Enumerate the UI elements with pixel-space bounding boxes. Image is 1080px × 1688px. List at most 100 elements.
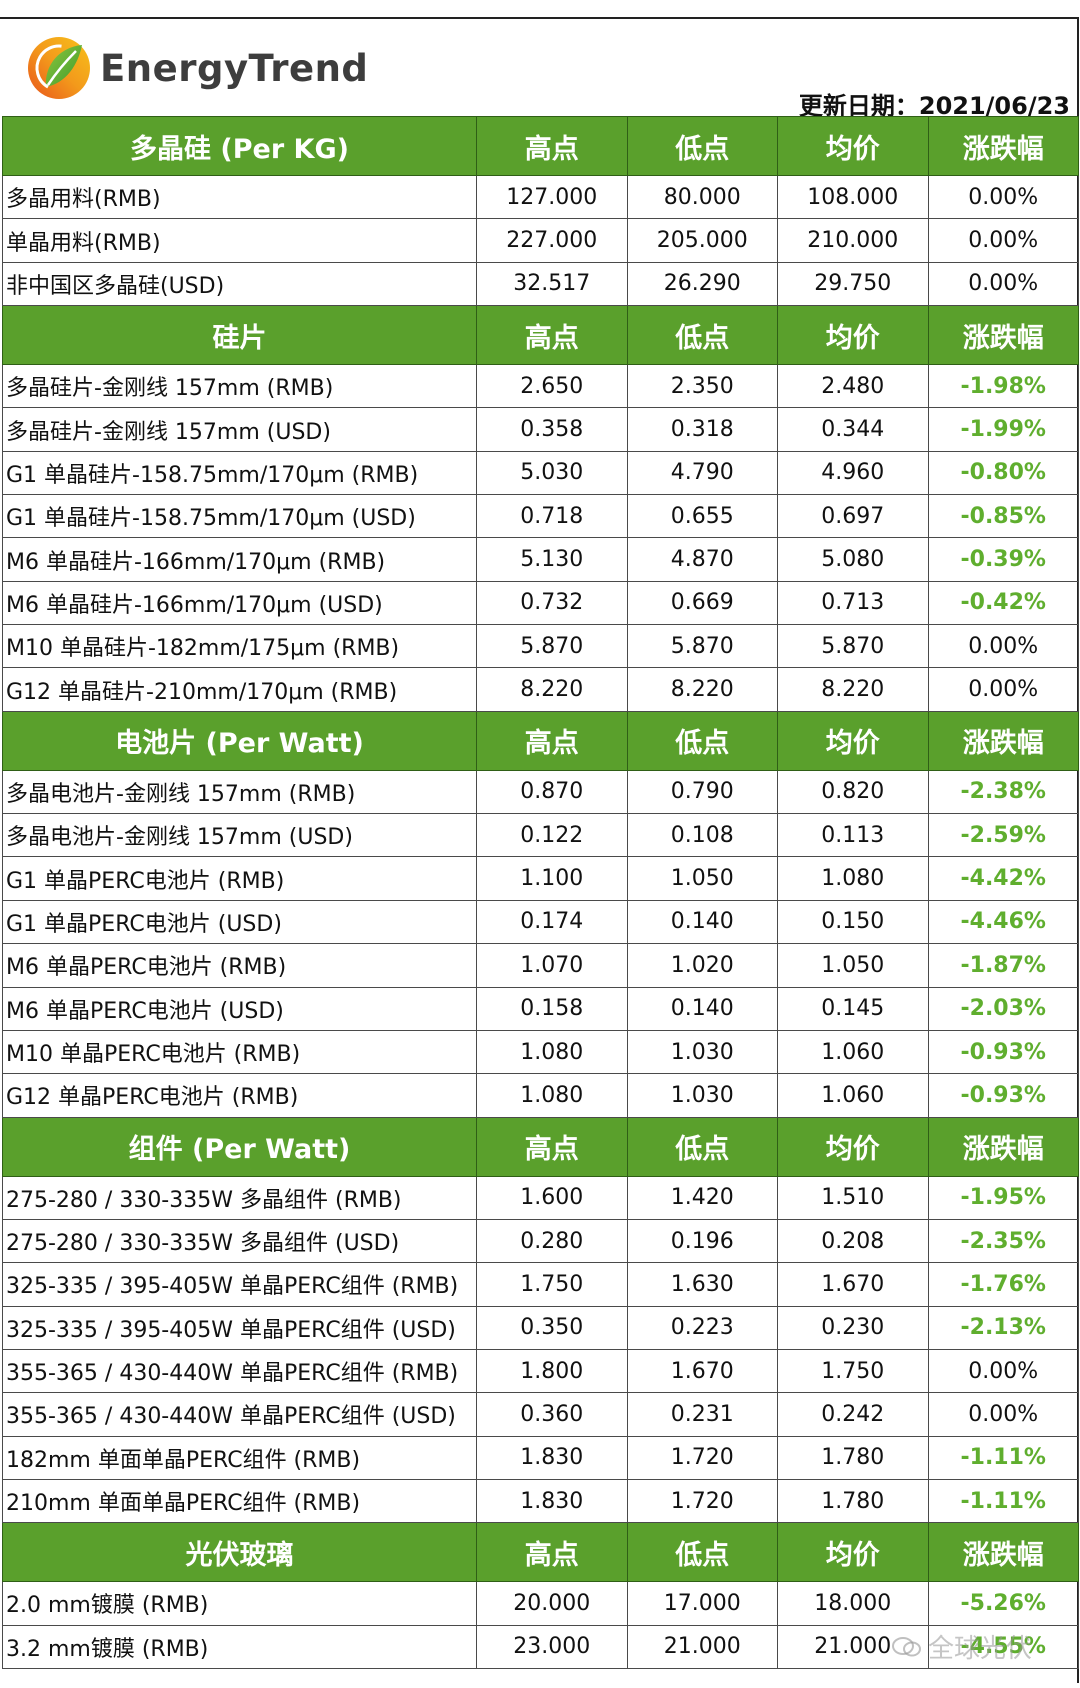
low-price-cell: 21.000 <box>626 1624 778 1669</box>
avg-price-cell: 21.000 <box>777 1624 929 1669</box>
change-cell: -0.93% <box>927 1073 1079 1118</box>
change-cell: -5.26% <box>927 1581 1079 1626</box>
avg-price-cell: 0.145 <box>777 986 929 1031</box>
section-header-row: 电池片 (Per Watt) 高点 低点 均价 涨跌幅 <box>2 710 1079 771</box>
column-header: 均价 <box>777 1522 929 1583</box>
product-name-cell: 355-365 / 430-440W 单晶PERC组件 (RMB) <box>2 1348 477 1394</box>
change-cell: 0.00% <box>927 174 1079 220</box>
section-title: 多晶硅 (Per KG) <box>2 116 477 176</box>
high-price-cell: 32.517 <box>476 261 628 307</box>
brand-name: EnergyTrend <box>100 46 369 90</box>
avg-price-cell: 5.080 <box>777 537 929 582</box>
product-name-cell: M10 单晶硅片-182mm/175μm (RMB) <box>2 624 477 669</box>
column-header: 涨跌幅 <box>927 710 1079 771</box>
table-row: G1 单晶硅片-158.75mm/170μm (RMB) 5.030 4.790 4.… <box>2 450 1079 496</box>
high-price-cell: 1.080 <box>476 1073 628 1118</box>
column-header: 均价 <box>777 116 929 176</box>
product-name-cell: M6 单晶硅片-166mm/170μm (RMB) <box>2 537 477 582</box>
avg-price-cell: 0.713 <box>777 580 929 626</box>
product-name-cell: 355-365 / 430-440W 单晶PERC组件 (USD) <box>2 1392 477 1437</box>
high-price-cell: 1.830 <box>476 1478 628 1524</box>
avg-price-cell: 29.750 <box>777 261 929 307</box>
high-price-cell: 0.718 <box>476 494 628 539</box>
section-title: 电池片 (Per Watt) <box>2 710 477 771</box>
high-price-cell: 8.220 <box>476 667 628 712</box>
high-price-cell: 0.280 <box>476 1218 628 1264</box>
column-header: 高点 <box>476 1522 628 1583</box>
avg-price-cell: 1.060 <box>777 1073 929 1118</box>
avg-price-cell: 1.780 <box>777 1478 929 1524</box>
change-cell: -1.87% <box>927 943 1079 988</box>
column-header: 均价 <box>777 710 929 771</box>
table-row: M6 单晶PERC电池片 (USD) 0.158 0.140 0.145 -2.03% <box>2 986 1079 1031</box>
avg-price-cell: 1.050 <box>777 943 929 988</box>
product-name-cell: G12 单晶硅片-210mm/170μm (RMB) <box>2 667 477 712</box>
avg-price-cell: 5.870 <box>777 624 929 669</box>
high-price-cell: 5.870 <box>476 624 628 669</box>
change-cell: -0.39% <box>927 537 1079 582</box>
avg-price-cell: 1.670 <box>777 1262 929 1307</box>
high-price-cell: 20.000 <box>476 1581 628 1626</box>
high-price-cell: 1.100 <box>476 856 628 901</box>
change-cell: -0.85% <box>927 494 1079 539</box>
high-price-cell: 1.600 <box>476 1175 628 1220</box>
change-cell: -4.55% <box>927 1624 1079 1669</box>
product-name-cell: 单晶用料(RMB) <box>2 218 477 263</box>
high-price-cell: 0.360 <box>476 1392 628 1437</box>
low-price-cell: 0.140 <box>626 986 778 1031</box>
product-name-cell: 多晶硅片-金刚线 157mm (RMB) <box>2 364 477 409</box>
table-row: 210mm 单面单晶PERC组件 (RMB) 1.830 1.720 1.780 -1.… <box>2 1478 1079 1524</box>
column-header: 涨跌幅 <box>927 1116 1079 1177</box>
change-cell: -2.35% <box>927 1218 1079 1264</box>
update-date: 更新日期：2021/06/23 <box>798 92 1070 120</box>
table-row: 多晶硅片-金刚线 157mm (USD) 0.358 0.318 0.344 -1.99… <box>2 407 1079 452</box>
product-name-cell: 325-335 / 395-405W 单晶PERC组件 (RMB) <box>2 1262 477 1307</box>
change-cell: -1.76% <box>927 1262 1079 1307</box>
low-price-cell: 1.020 <box>626 943 778 988</box>
product-name-cell: G12 单晶PERC电池片 (RMB) <box>2 1073 477 1118</box>
table-row: G1 单晶硅片-158.75mm/170μm (USD) 0.718 0.655 0.… <box>2 494 1079 539</box>
low-price-cell: 0.318 <box>626 407 778 452</box>
column-header: 低点 <box>626 710 778 771</box>
avg-price-cell: 0.208 <box>777 1218 929 1264</box>
change-cell: -2.38% <box>927 769 1079 815</box>
low-price-cell: 0.655 <box>626 494 778 539</box>
brand-logo: EnergyTrend <box>26 34 368 102</box>
column-header: 高点 <box>476 116 628 176</box>
change-cell: 0.00% <box>927 1392 1079 1437</box>
avg-price-cell: 2.480 <box>777 364 929 409</box>
low-price-cell: 1.670 <box>626 1348 778 1394</box>
avg-price-cell: 0.820 <box>777 769 929 815</box>
change-cell: -4.46% <box>927 899 1079 945</box>
low-price-cell: 1.720 <box>626 1435 778 1480</box>
high-price-cell: 0.158 <box>476 986 628 1031</box>
column-header: 低点 <box>626 116 778 176</box>
product-name-cell: M6 单晶PERC电池片 (USD) <box>2 986 477 1031</box>
product-name-cell: 2.0 mm镀膜 (RMB) <box>2 1581 477 1626</box>
low-price-cell: 1.720 <box>626 1478 778 1524</box>
high-price-cell: 0.122 <box>476 813 628 858</box>
column-header: 高点 <box>476 1116 628 1177</box>
wechat-icon <box>892 1636 921 1656</box>
low-price-cell: 1.050 <box>626 856 778 901</box>
section-header-row: 组件 (Per Watt) 高点 低点 均价 涨跌幅 <box>2 1116 1079 1177</box>
column-header: 涨跌幅 <box>927 1522 1079 1583</box>
low-price-cell: 4.790 <box>626 450 778 496</box>
low-price-cell: 1.420 <box>626 1175 778 1220</box>
avg-price-cell: 1.750 <box>777 1348 929 1394</box>
high-price-cell: 0.358 <box>476 407 628 452</box>
product-name-cell: G1 单晶硅片-158.75mm/170μm (RMB) <box>2 450 477 496</box>
change-cell: -1.11% <box>927 1435 1079 1480</box>
change-cell: -4.42% <box>927 856 1079 901</box>
section-header-row: 多晶硅 (Per KG) 高点 低点 均价 涨跌幅 <box>2 116 1079 176</box>
high-price-cell: 23.000 <box>476 1624 628 1669</box>
high-price-cell: 1.080 <box>476 1029 628 1075</box>
product-name-cell: 210mm 单面单晶PERC组件 (RMB) <box>2 1478 477 1524</box>
avg-price-cell: 1.060 <box>777 1029 929 1075</box>
column-header: 均价 <box>777 1116 929 1177</box>
change-cell: -2.03% <box>927 986 1079 1031</box>
change-cell: -0.80% <box>927 450 1079 496</box>
low-price-cell: 0.196 <box>626 1218 778 1264</box>
low-price-cell: 205.000 <box>626 218 778 263</box>
price-table: 多晶硅 (Per KG) 高点 低点 均价 涨跌幅 多晶用料(RMB) 127.000 80.… <box>2 116 1079 1669</box>
